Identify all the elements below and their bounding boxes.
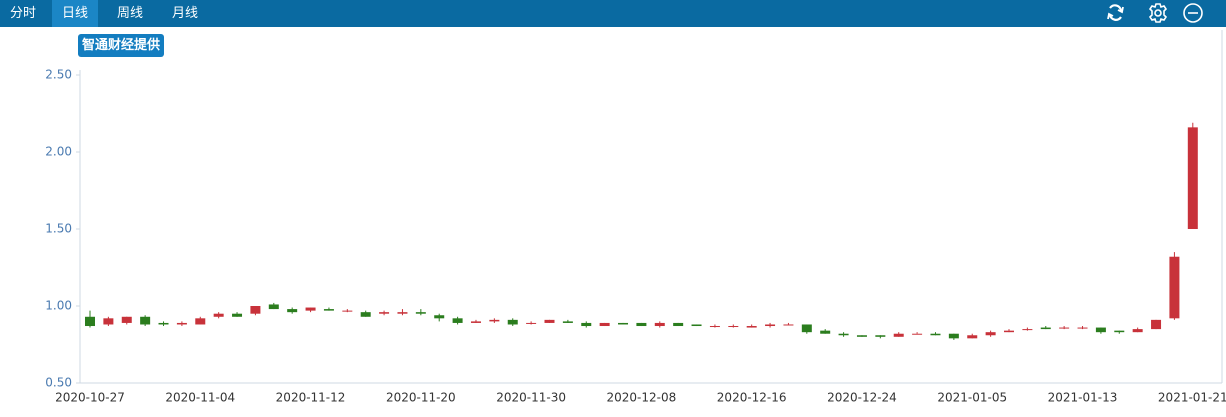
candle-body (287, 309, 298, 313)
candle-body (709, 326, 720, 328)
candle-body (1169, 256, 1180, 319)
x-tick-label: 2020-10-27 (55, 391, 125, 405)
candle-body (360, 312, 371, 317)
tab-selected[interactable]: 日线 (52, 0, 98, 27)
candle-body (213, 313, 224, 317)
candle-body (746, 326, 757, 328)
x-tick-label: 2020-11-04 (165, 391, 235, 405)
candle-body (195, 318, 206, 325)
x-tick-label: 2020-12-16 (717, 391, 787, 405)
candle-body (1022, 329, 1033, 331)
candle-body (1114, 330, 1125, 333)
candle-body (1077, 327, 1088, 329)
candle-body (930, 333, 941, 336)
candle-body (1187, 127, 1198, 229)
candle-body (158, 322, 169, 325)
candle-body (489, 319, 500, 322)
tab[interactable]: 周线 (116, 6, 143, 21)
settings-icon[interactable] (1148, 3, 1168, 23)
source-badge[interactable]: 智通财经提供 (78, 34, 165, 57)
y-tick-label: 2.50 (45, 68, 72, 82)
candle-body (526, 322, 537, 324)
candle-body (856, 335, 867, 337)
candle-body (875, 335, 886, 337)
y-tick-label: 0.50 (45, 376, 72, 390)
toolbar: 分时 日线 周线 月线 (0, 0, 1226, 27)
candle-body (434, 315, 445, 319)
candle-body (581, 322, 592, 327)
tab[interactable]: 分时 (9, 6, 36, 21)
x-tick-label: 2020-12-08 (607, 391, 677, 405)
refresh-icon[interactable] (1107, 4, 1124, 21)
x-tick-label: 2021-01-21 (1158, 391, 1226, 405)
candle-body (268, 304, 279, 310)
candle-body (379, 312, 390, 314)
candle-body (323, 309, 334, 311)
candle-body (765, 324, 776, 327)
candle-body (967, 335, 978, 339)
candle-body (544, 319, 555, 323)
candle-body (1059, 327, 1070, 329)
x-tick-label: 2021-01-05 (937, 391, 1007, 405)
candle-body (985, 332, 996, 336)
y-tick-label: 2.00 (45, 145, 72, 159)
candle-body (636, 322, 647, 327)
candle-body (470, 321, 481, 323)
candle-body (452, 318, 463, 323)
candle-body (948, 333, 959, 339)
candle-body (507, 319, 518, 325)
candle-body (1151, 319, 1162, 330)
candle-body (85, 316, 95, 327)
candle-body (1132, 329, 1143, 333)
candle-body (912, 333, 923, 335)
candle-body (121, 316, 132, 323)
x-tick-label: 2021-01-13 (1048, 391, 1118, 405)
candle-body (838, 333, 849, 336)
candle-body (397, 312, 408, 314)
toolbar-icons (1107, 3, 1203, 23)
y-tick-label: 1.50 (45, 222, 72, 236)
candle-body (415, 312, 426, 314)
x-tick-label: 2020-11-30 (496, 391, 566, 405)
candle-body (342, 310, 353, 312)
x-tick-label: 2020-12-24 (827, 391, 897, 405)
candle-body (250, 306, 261, 314)
y-tick-label: 1.00 (45, 299, 72, 313)
candle-body (618, 322, 629, 325)
candle-body (103, 318, 114, 325)
candle-body (673, 322, 684, 327)
candle-body (820, 330, 831, 334)
x-tick-label: 2020-11-12 (276, 391, 346, 405)
candle-body (1095, 327, 1106, 333)
candle-body (599, 322, 610, 327)
candle-body (691, 324, 702, 327)
tab[interactable]: 月线 (171, 6, 198, 21)
candle-body (140, 316, 151, 325)
x-tick-label: 2020-11-20 (386, 391, 456, 405)
candle-body (654, 322, 665, 327)
candle-body (562, 321, 573, 323)
candle-body (783, 324, 794, 326)
collapse-icon[interactable] (1183, 3, 1203, 23)
candle-body (1004, 330, 1014, 333)
candle-body (801, 324, 812, 333)
candle-body (305, 307, 316, 311)
candle-body (893, 333, 904, 337)
candle-body (176, 322, 187, 325)
candle-body (232, 313, 243, 317)
candle-body (728, 326, 739, 328)
candle-body (1040, 327, 1051, 330)
